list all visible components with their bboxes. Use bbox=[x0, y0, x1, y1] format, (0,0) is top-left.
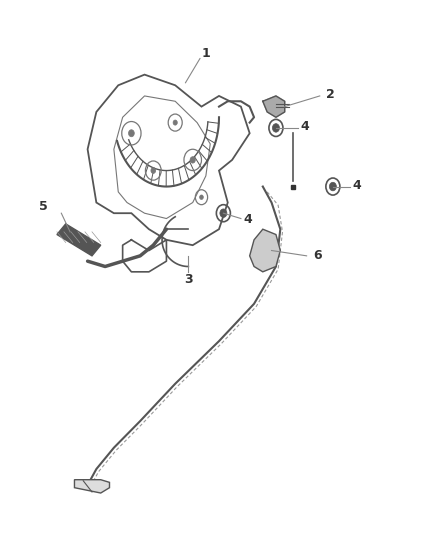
Text: 2: 2 bbox=[326, 88, 335, 101]
Polygon shape bbox=[263, 96, 285, 117]
Circle shape bbox=[128, 130, 134, 137]
Polygon shape bbox=[74, 480, 110, 493]
Text: 4: 4 bbox=[353, 179, 361, 192]
Text: 3: 3 bbox=[184, 273, 193, 286]
Circle shape bbox=[272, 124, 279, 132]
Circle shape bbox=[151, 168, 155, 173]
Polygon shape bbox=[250, 229, 280, 272]
Text: 1: 1 bbox=[201, 47, 210, 60]
Text: 6: 6 bbox=[313, 249, 322, 262]
Circle shape bbox=[200, 195, 203, 199]
Circle shape bbox=[329, 182, 336, 191]
Circle shape bbox=[173, 120, 177, 125]
Text: 5: 5 bbox=[39, 200, 48, 213]
Text: 4: 4 bbox=[243, 213, 252, 226]
Text: 4: 4 bbox=[300, 120, 309, 133]
Circle shape bbox=[220, 209, 227, 217]
Circle shape bbox=[190, 157, 195, 163]
Polygon shape bbox=[57, 224, 101, 256]
